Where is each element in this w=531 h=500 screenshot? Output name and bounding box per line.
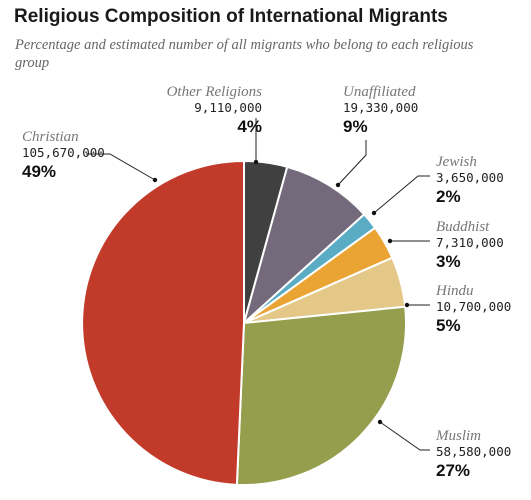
slice-count-unaffiliated: 19,330,000 [343,100,418,115]
leader-dot-other-religions [253,159,259,165]
slice-percent-muslim: 27% [436,461,470,480]
slice-percent-unaffiliated: 9% [343,117,368,136]
slice-percent-buddhist: 3% [436,252,461,271]
pie-slice-muslim [235,305,407,486]
slice-label-buddhist: Buddhist [436,219,490,235]
pie-slice-christian [81,160,245,486]
leader-dot-christian [152,177,158,183]
leader-line-christian [86,153,156,181]
slice-label-other-religions: Other Religions [167,84,263,100]
slice-label-hindu: Hindu [435,283,474,299]
chart-subtitle: Percentage and estimated number of all m… [15,37,474,71]
slice-percent-christian: 49% [22,162,56,181]
slice-count-muslim: 58,580,000 [436,444,511,459]
pie-slice-unaffiliated [243,165,366,324]
slice-percent-jewish: 2% [436,187,461,206]
slice-count-christian: 105,670,000 [22,145,105,160]
slice-count-buddhist: 7,310,000 [436,235,504,250]
slice-percent-other-religions: 4% [237,117,262,136]
slice-label-muslim: Muslim [435,428,481,444]
leader-dot-muslim [377,419,383,425]
slice-label-christian: Christian [22,129,79,145]
slice-label-jewish: Jewish [436,154,477,170]
leader-line-unaffiliated [337,140,367,186]
leader-dot-unaffiliated [335,182,341,188]
slice-percent-hindu: 5% [436,316,461,335]
leader-line-jewish [373,175,430,214]
slice-label-unaffiliated: Unaffiliated [343,84,416,100]
slice-count-other-religions: 9,110,000 [194,100,262,115]
chart-title: Religious Composition of International M… [14,6,448,27]
slice-count-hindu: 10,700,000 [436,299,511,314]
leader-dot-hindu [404,302,410,308]
leader-dot-jewish [371,210,377,216]
slice-count-jewish: 3,650,000 [436,170,504,185]
leader-dot-buddhist [387,238,393,244]
leader-line-muslim [379,421,430,451]
